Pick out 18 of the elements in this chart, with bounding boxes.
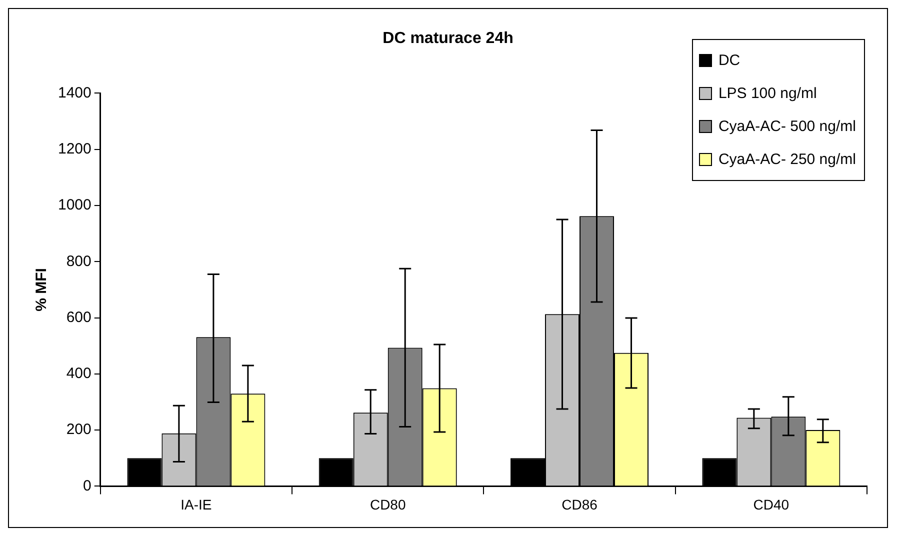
chart-title: DC maturace 24h xyxy=(382,30,514,48)
y-tick-label: 1000 xyxy=(58,196,92,214)
x-tick-label: CD86 xyxy=(562,496,598,512)
legend-label: DC xyxy=(718,52,740,69)
x-tick-label: CD80 xyxy=(370,496,406,512)
x-tick-label: CD40 xyxy=(753,496,790,512)
legend-label: CyaA-AC- 250 ng/ml xyxy=(718,151,856,168)
y-axis-title: % MFI xyxy=(33,268,50,312)
y-tick-label: 400 xyxy=(66,365,92,382)
y-tick-label: 0 xyxy=(83,477,92,494)
y-tick-label: 1400 xyxy=(58,84,92,102)
y-tick-label: 800 xyxy=(66,252,92,270)
legend-label: CyaA-AC- 500 ng/ml xyxy=(718,118,856,135)
x-tick-label: IA-IE xyxy=(180,496,212,512)
y-tick-label: 1200 xyxy=(58,140,92,158)
y-tick-label: 200 xyxy=(66,421,92,438)
y-tick-label: 600 xyxy=(66,308,92,326)
legend-label: LPS 100 ng/ml xyxy=(718,85,817,102)
